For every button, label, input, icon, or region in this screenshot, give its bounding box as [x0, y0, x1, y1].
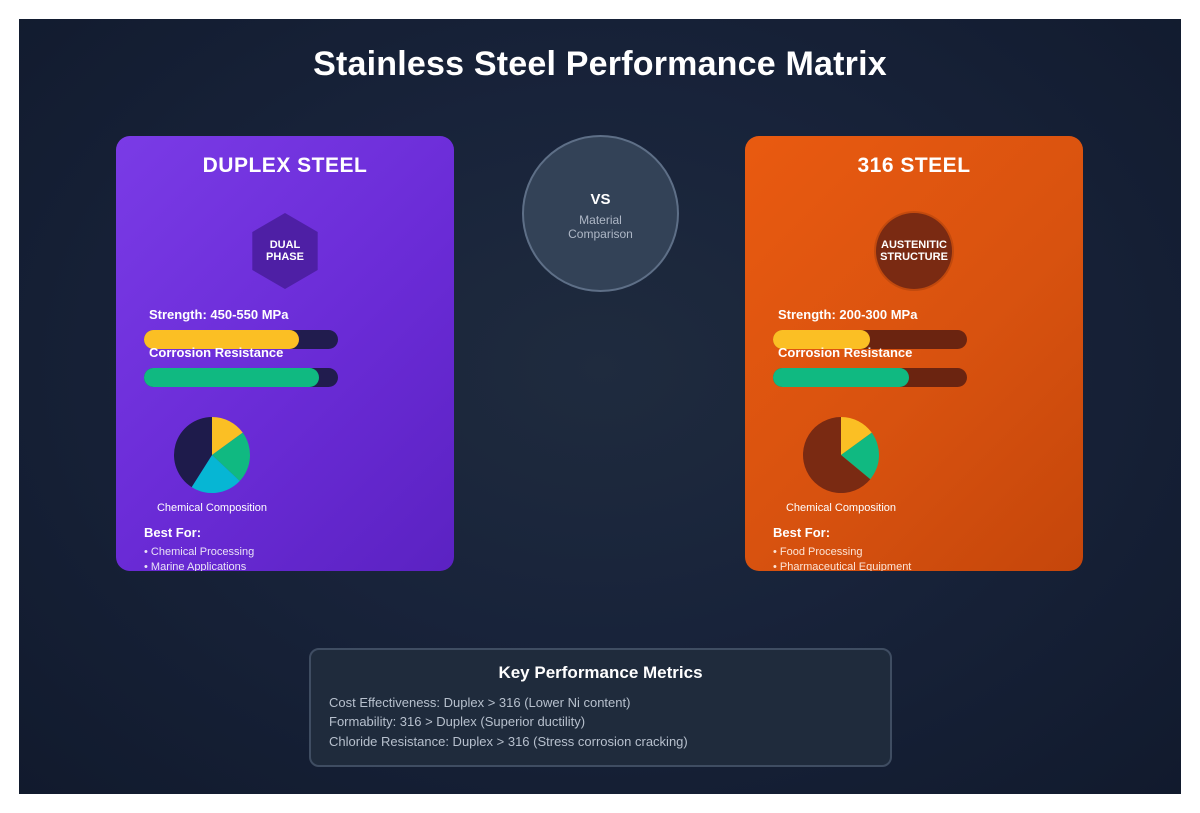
- duplex-steel-card: DUPLEX STEEL DUAL PHASE Strength: 450-55…: [116, 136, 454, 571]
- strength-bar: [773, 330, 967, 349]
- pie-chart-label: Chemical Composition: [156, 502, 268, 514]
- metric-line-cost: Cost Effectiveness: Duplex > 316 (Lower …: [329, 695, 631, 710]
- badge-label: AUSTENITIC STRUCTURE: [880, 239, 948, 263]
- best-for-item: • Food Processing: [773, 546, 863, 558]
- strength-bar-fill: [773, 330, 870, 349]
- page-title: Stainless Steel Performance Matrix: [313, 45, 887, 83]
- best-for-heading: Best For:: [773, 525, 831, 540]
- pie-slice: [191, 455, 240, 493]
- material-comparison-label: Material Comparison: [568, 213, 633, 241]
- chemical-composition-pie-chart: [174, 417, 250, 493]
- vs-label: VS: [590, 191, 611, 208]
- pie-slice: [803, 417, 871, 493]
- strength-bar: [144, 330, 338, 349]
- 316-steel-card: 316 STEEL AUSTENITIC STRUCTURE Strength:…: [745, 136, 1083, 571]
- pie-slice: [841, 432, 879, 480]
- metric-line-formability: Formability: 316 > Duplex (Superior duct…: [329, 714, 586, 729]
- strength-label: Strength: 450-550 MPa: [149, 307, 289, 322]
- pie-slice: [841, 417, 872, 455]
- corrosion-resistance-label: Corrosion Resistance: [778, 345, 913, 360]
- metric-line-chloride: Chloride Resistance: Duplex > 316 (Stres…: [329, 734, 688, 749]
- vs-comparison-circle: VS Material Comparison: [522, 135, 679, 292]
- chemical-composition-pie-chart: [803, 417, 879, 493]
- corrosion-resistance-bar-fill: [144, 368, 319, 387]
- best-for-heading: Best For:: [144, 525, 202, 540]
- corrosion-resistance-label: Corrosion Resistance: [149, 345, 284, 360]
- austenitic-structure-circle-badge: AUSTENITIC STRUCTURE: [876, 213, 952, 289]
- pie-chart-label: Chemical Composition: [785, 502, 897, 514]
- key-performance-metrics-panel: Key Performance Metrics Cost Effectivene…: [309, 648, 892, 767]
- badge-label: DUAL PHASE: [266, 239, 304, 263]
- pie-slice: [212, 432, 250, 482]
- metrics-title: Key Performance Metrics: [498, 663, 703, 682]
- strength-bar-fill: [144, 330, 300, 349]
- corrosion-resistance-bar-fill: [773, 368, 909, 387]
- best-for-item: • Marine Applications: [144, 561, 247, 571]
- dual-phase-hexagon-badge: DUAL PHASE: [252, 213, 318, 289]
- best-for-item: • Pharmaceutical Equipment: [773, 561, 912, 571]
- infographic-canvas: Stainless Steel Performance Matrix DUPLE…: [19, 19, 1181, 794]
- best-for-item: • Chemical Processing: [144, 546, 255, 558]
- pie-slice: [174, 417, 212, 488]
- corrosion-resistance-bar: [773, 368, 967, 387]
- pie-slice: [212, 417, 243, 455]
- corrosion-resistance-bar: [144, 368, 338, 387]
- strength-label: Strength: 200-300 MPa: [778, 307, 918, 322]
- card-title: 316 STEEL: [857, 154, 971, 177]
- card-title: DUPLEX STEEL: [202, 154, 368, 177]
